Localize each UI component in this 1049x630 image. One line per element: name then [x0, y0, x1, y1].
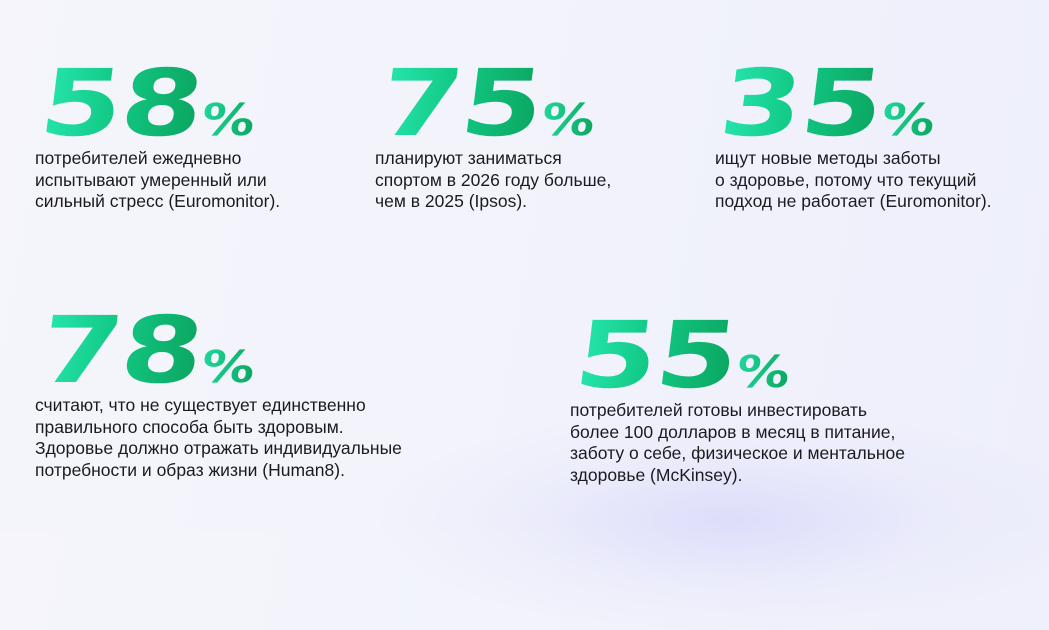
description-line: более 100 долларов в месяц в питание, [570, 421, 896, 442]
stat-new-methods: 35% ищут новые методы заботы о здоровье,… [714, 50, 992, 213]
description-line: чем в 2025 (Ipsos). [375, 191, 528, 211]
description-line: спортом в 2026 году больше, [375, 169, 612, 190]
stat-figure: 78% [34, 297, 402, 404]
stat-description: считают, что не существует единственно п… [35, 395, 402, 481]
description-line: подход не работает (Euromonitor). [715, 191, 992, 211]
stat-description: потребителей готовы инвестировать более … [570, 400, 905, 486]
stat-figure: 35% [714, 50, 992, 157]
stat-description: ищут новые методы заботы о здоровье, пот… [715, 148, 992, 213]
percent-sign: % [733, 347, 793, 398]
description-line: сильный стресс (Euromonitor). [35, 191, 281, 211]
description-line: здоровье (McKinsey). [570, 464, 743, 485]
stat-value: 55 [569, 302, 744, 409]
description-line: потребности и образ жизни (Human8). [35, 459, 345, 480]
description-line: заботу о себе, физическое и ментальное [570, 443, 905, 463]
description-line: потребителей готовы инвестировать [570, 400, 867, 420]
stat-value: 75 [374, 50, 549, 157]
percent-sign: % [198, 342, 258, 393]
stat-sport: 75% планируют заниматься спортом в 2026 … [374, 50, 611, 213]
percent-sign: % [538, 95, 598, 146]
stat-value: 58 [34, 50, 209, 157]
stat-health-approach: 78% считают, что не существует единствен… [34, 297, 402, 481]
stat-value: 35 [714, 50, 889, 157]
percent-sign: % [198, 95, 258, 146]
description-line: Здоровье должно отражать индивидуальные [35, 438, 402, 458]
description-line: считают, что не существует единственно [35, 395, 366, 415]
stat-figure: 58% [34, 50, 280, 157]
stat-investment: 55% потребителей готовы инвестировать бо… [569, 302, 905, 486]
description-line: потребителей ежедневно [35, 148, 242, 168]
stat-description: планируют заниматься спортом в 2026 году… [375, 148, 611, 213]
stat-figure: 55% [569, 302, 905, 409]
description-line: правильного способа быть здоровым. [35, 416, 344, 437]
stat-description: потребителей ежедневно испытывают умерен… [35, 148, 280, 213]
description-line: о здоровье, потому что текущий [715, 169, 977, 190]
stat-stress: 58% потребителей ежедневно испытывают ум… [34, 50, 280, 213]
stat-value: 78 [34, 297, 209, 404]
description-line: ищут новые методы заботы [715, 148, 941, 168]
description-line: планируют заниматься [375, 148, 562, 168]
description-line: испытывают умеренный или [35, 169, 267, 190]
percent-sign: % [878, 95, 938, 146]
stat-figure: 75% [374, 50, 611, 157]
